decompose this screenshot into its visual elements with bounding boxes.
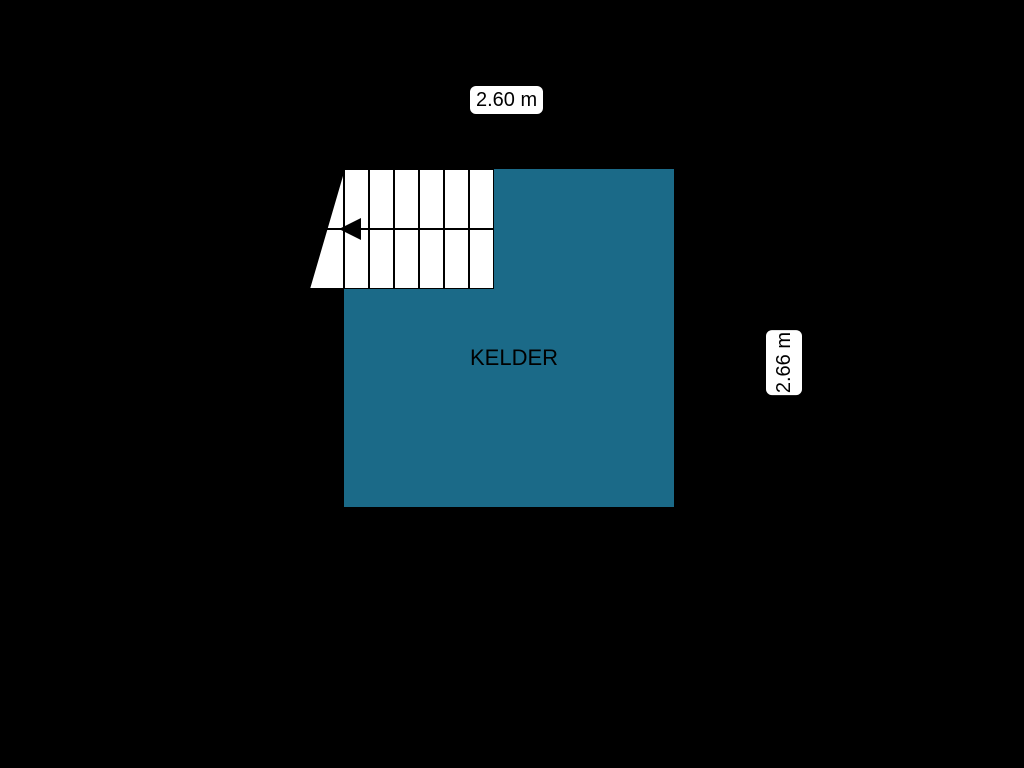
dimension-height: 2.66 m bbox=[766, 330, 802, 395]
room-label-kelder: KELDER bbox=[470, 345, 558, 371]
dimension-width: 2.60 m bbox=[470, 86, 543, 114]
stairs bbox=[309, 169, 494, 289]
floorplan-canvas: KELDER 2.60 m 2.66 m bbox=[0, 0, 1024, 768]
